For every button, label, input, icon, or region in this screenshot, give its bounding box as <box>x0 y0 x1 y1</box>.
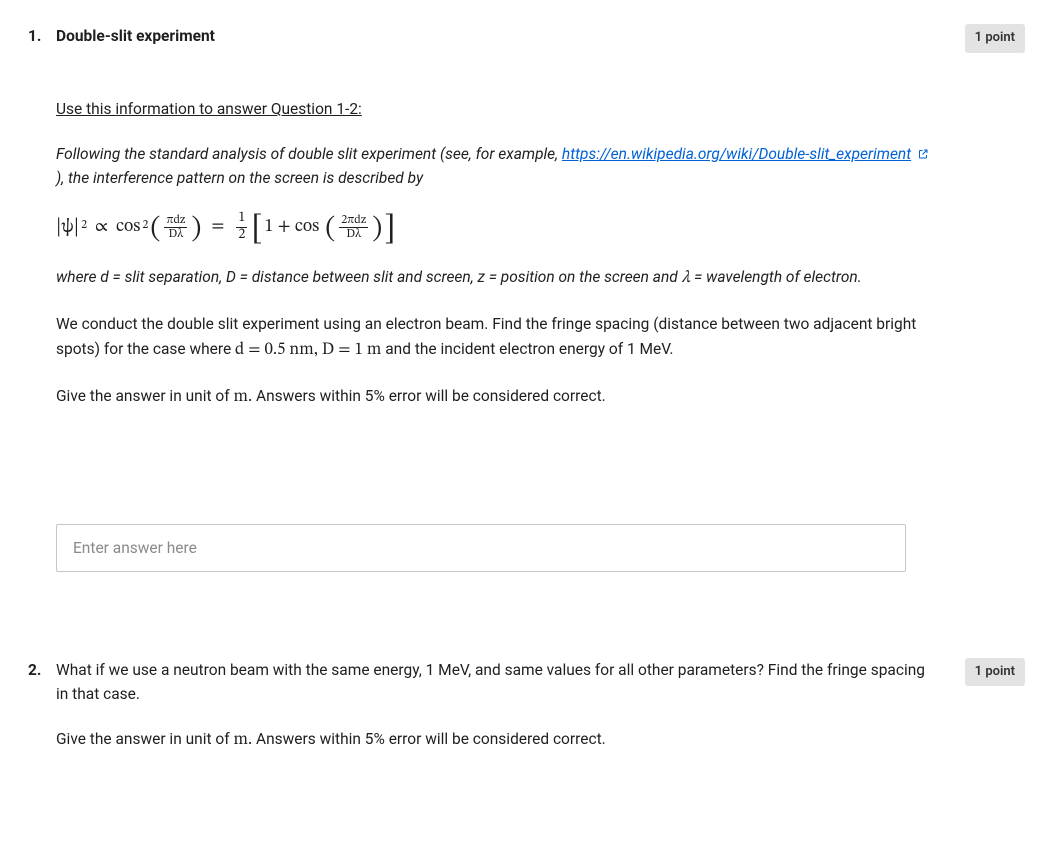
question-content: What if we use a neutron beam with the s… <box>56 658 957 775</box>
eq-psi: |ψ| <box>56 211 79 243</box>
points-badge: 1 point <box>965 24 1025 53</box>
question-2: 2. What if we use a neutron beam with th… <box>28 658 1025 775</box>
q2-unit-para: Give the answer in unit of m. Answers wi… <box>56 727 937 754</box>
equation: |ψ|2 ∝ cos2 ( πdz Dλ ) = 1 2 [ 1 + cos (… <box>56 211 937 243</box>
question-1: 1. Double-slit experiment Use this infor… <box>28 24 1025 572</box>
where-prefix: where d = slit separation, D = distance … <box>56 268 682 286</box>
external-link-icon <box>917 143 929 155</box>
frac2-num: 2πdz <box>339 214 368 228</box>
half-den: 2 <box>236 228 247 243</box>
eq-cos1: cos <box>116 213 140 242</box>
frac1-num: πdz <box>164 214 187 228</box>
half-num: 1 <box>236 211 247 227</box>
unit-suffix: Answers within 5% error will be consider… <box>252 387 606 405</box>
frac1: πdz Dλ <box>164 214 187 241</box>
where-suffix: = wavelength of electron. <box>690 268 862 286</box>
lambda: λ <box>682 270 691 287</box>
one-plus-cos: 1 + cos <box>265 213 320 242</box>
q2-unit-prefix: Give the answer in unit of <box>56 730 233 748</box>
unit-para: Give the answer in unit of m. Answers wi… <box>56 384 937 411</box>
question-number: 1. <box>28 24 56 49</box>
desc-prefix: Following the standard analysis of doubl… <box>56 145 562 163</box>
eq-sq2: 2 <box>142 216 148 235</box>
question-content: Double-slit experiment Use this informat… <box>56 24 957 572</box>
q2-unit-suffix: Answers within 5% error will be consider… <box>252 730 606 748</box>
frac2-den: Dλ <box>339 228 368 241</box>
desc-suffix: ), the interference pattern on the scree… <box>56 169 423 187</box>
conduct-suffix: and the incident electron energy of 1 Me… <box>381 340 673 358</box>
frac2: 2πdz Dλ <box>339 214 368 241</box>
answer-input[interactable] <box>56 524 906 572</box>
description-para: Following the standard analysis of doubl… <box>56 142 937 192</box>
where-para: where d = slit separation, D = distance … <box>56 265 937 292</box>
points-badge: 1 point <box>965 658 1025 687</box>
q2-text: What if we use a neutron beam with the s… <box>56 658 937 708</box>
eq-propto: ∝ <box>95 213 108 242</box>
question-title: Double-slit experiment <box>56 24 937 49</box>
intro-heading: Use this information to answer Question … <box>56 97 937 122</box>
question-number: 2. <box>28 658 56 683</box>
eq-sq1: 2 <box>81 216 87 235</box>
frac1-den: Dλ <box>164 228 187 241</box>
conduct-para: We conduct the double slit experiment us… <box>56 312 937 364</box>
q2-m-var: m. <box>233 732 252 749</box>
unit-prefix: Give the answer in unit of <box>56 387 233 405</box>
frac-half: 1 2 <box>236 211 247 243</box>
eq-equals: = <box>211 213 224 242</box>
d-eq: d = 0.5 nm, D = 1 m <box>235 342 381 359</box>
m-var: m. <box>233 389 252 406</box>
wiki-link[interactable]: https://en.wikipedia.org/wiki/Double-sli… <box>562 145 911 163</box>
